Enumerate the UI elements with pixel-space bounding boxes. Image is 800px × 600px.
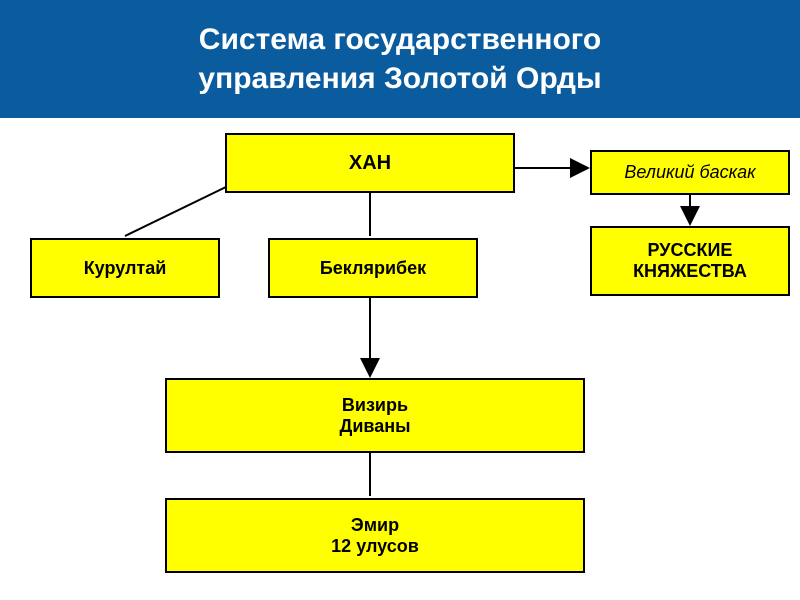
node-rus: РУССКИЕКНЯЖЕСТВА: [590, 226, 790, 296]
node-khan: ХАН: [225, 133, 515, 193]
node-baskak: Великий баскак: [590, 150, 790, 195]
node-beklaribek: Беклярибек: [268, 238, 478, 298]
title-text: Система государственногоуправления Золот…: [198, 23, 601, 95]
edge-khan-kurultai: [125, 186, 228, 236]
node-vizir: ВизирьДиваны: [165, 378, 585, 453]
org-chart-diagram: ХАН Великий баскак Курултай Беклярибек РУССК…: [0, 118, 800, 598]
slide-title: Система государственногоуправления Золот…: [0, 0, 800, 118]
node-kurultai: Курултай: [30, 238, 220, 298]
node-emir: Эмир12 улусов: [165, 498, 585, 573]
